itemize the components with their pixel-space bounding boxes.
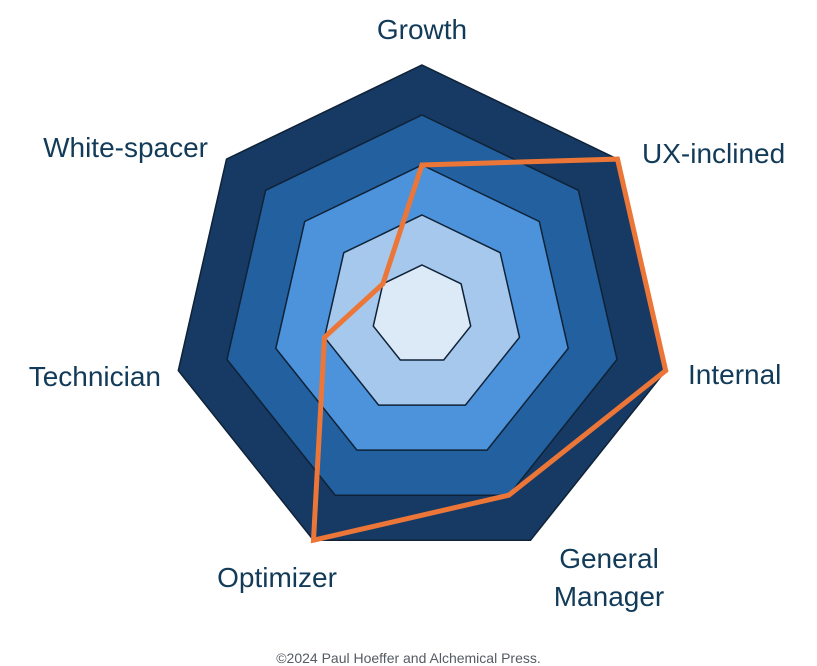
copyright-footer: ©2024 Paul Hoeffer and Alchemical Press. <box>276 650 541 666</box>
axis-label-line: Technician <box>29 361 161 392</box>
radar-rings <box>177 64 667 541</box>
axis-label-line: Growth <box>377 14 467 45</box>
axis-label-line: Manager <box>554 581 665 612</box>
radar-axis-labels: Growth UX-inclined Internal General Manager O… <box>29 14 785 612</box>
axis-label-growth: Growth <box>377 14 467 45</box>
axis-label-line: General <box>559 543 659 574</box>
axis-label-line: Optimizer <box>217 562 337 593</box>
radar-series-line-0 <box>310 156 669 544</box>
axis-label-line: Internal <box>688 359 781 390</box>
axis-label-internal: Internal <box>688 359 781 390</box>
axis-label-ux-inclined: UX-inclined <box>642 138 785 169</box>
axis-label-general-manager: General Manager <box>554 543 665 612</box>
axis-label-white-spacer: White-spacer <box>43 132 208 163</box>
axis-label-optimizer: Optimizer <box>217 562 337 593</box>
axis-label-technician: Technician <box>29 361 161 392</box>
radar-series <box>310 156 669 544</box>
radar-ring-1 <box>372 264 472 361</box>
axis-label-line: UX-inclined <box>642 138 785 169</box>
axis-label-line: White-spacer <box>43 132 208 163</box>
